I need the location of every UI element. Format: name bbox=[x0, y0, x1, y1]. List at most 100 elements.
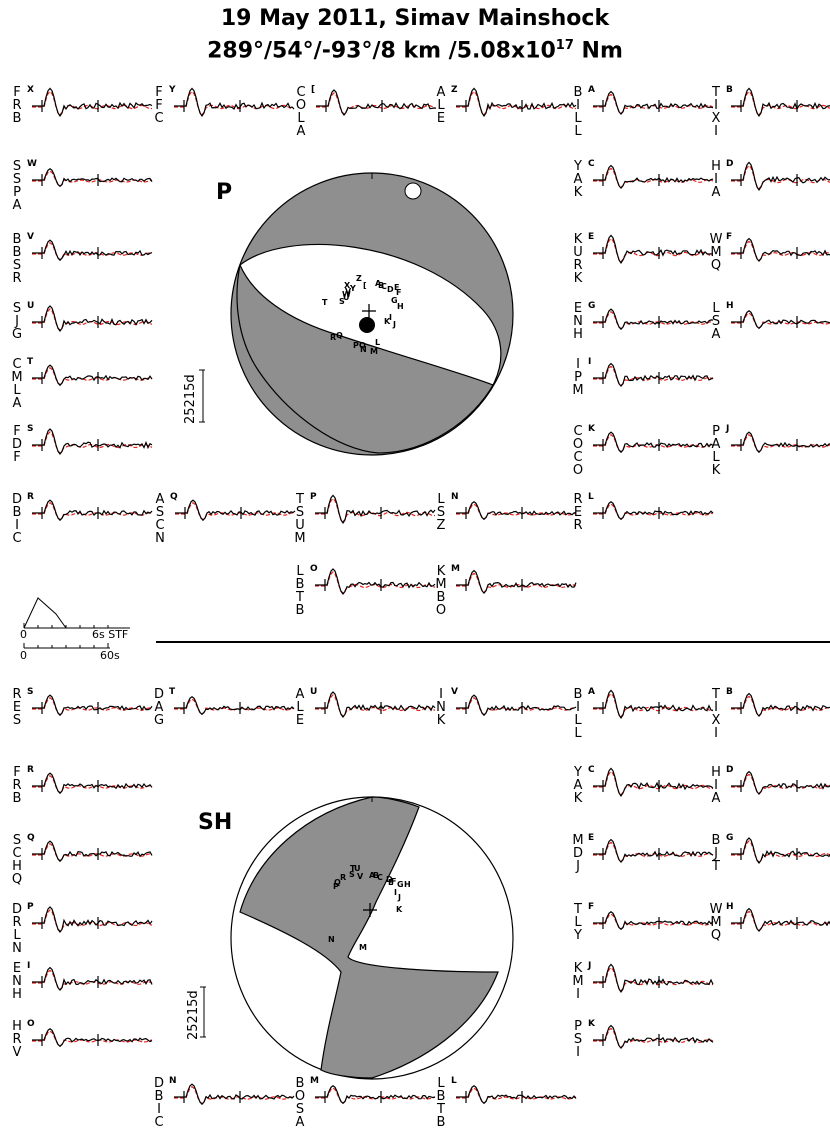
station-letter: K bbox=[588, 1019, 595, 1029]
station-code: F R B bbox=[12, 765, 22, 806]
observed-trace bbox=[32, 1028, 153, 1048]
waveform bbox=[32, 1028, 153, 1048]
synthetic-trace bbox=[174, 90, 295, 116]
sh-station-kmi: K M I J bbox=[571, 961, 721, 1034]
observed-trace bbox=[731, 310, 830, 330]
sphere-station-label: T bbox=[322, 298, 328, 307]
station-code: S J G bbox=[11, 301, 23, 342]
sphere-station-label: G bbox=[391, 296, 398, 305]
station-code: H I A bbox=[711, 765, 721, 806]
sphere-station-label: N bbox=[360, 345, 367, 354]
synthetic-trace bbox=[316, 92, 437, 115]
station-letter: H bbox=[726, 902, 734, 912]
waveform bbox=[174, 87, 295, 117]
sh-amplitude-scale-bar bbox=[200, 986, 206, 1038]
observed-trace bbox=[315, 494, 436, 524]
observed-trace bbox=[32, 906, 153, 933]
station-code: M D J bbox=[572, 833, 584, 874]
sphere-station-label: P bbox=[333, 882, 339, 891]
p-sh-divider bbox=[156, 641, 830, 643]
synthetic-trace bbox=[32, 242, 153, 261]
waveform bbox=[32, 694, 153, 717]
waveform bbox=[32, 305, 153, 332]
synthetic-trace bbox=[593, 913, 714, 930]
synthetic-trace bbox=[32, 431, 153, 454]
station-code: H I A bbox=[711, 159, 721, 200]
synthetic-trace bbox=[32, 1030, 153, 1047]
station-letter: F bbox=[588, 902, 595, 912]
observed-trace bbox=[32, 305, 153, 332]
waveform bbox=[593, 689, 714, 719]
station-letter: S bbox=[27, 687, 34, 697]
waveform bbox=[32, 966, 153, 992]
synthetic-trace bbox=[731, 312, 830, 329]
moment-unit: Nm bbox=[573, 38, 623, 64]
observed-trace bbox=[456, 569, 577, 595]
station-letter: V bbox=[27, 232, 34, 242]
sphere-station-label: X bbox=[344, 281, 351, 290]
station-letter: S bbox=[27, 424, 34, 434]
time-scale-end-label: 60s bbox=[100, 649, 120, 662]
station-letter: C bbox=[588, 765, 595, 775]
station-code: B O S A bbox=[294, 1076, 306, 1130]
observed-trace bbox=[593, 767, 714, 797]
waveform bbox=[32, 239, 153, 262]
synthetic-trace bbox=[32, 502, 153, 521]
observed-trace bbox=[731, 907, 830, 933]
source-time-function bbox=[23, 597, 130, 649]
station-letter: L bbox=[451, 1076, 457, 1086]
observed-trace bbox=[593, 963, 714, 993]
station-letter: I bbox=[27, 961, 31, 971]
station-code: I N K bbox=[436, 687, 446, 728]
waveform bbox=[315, 494, 436, 524]
waveform bbox=[593, 164, 714, 190]
waveform bbox=[731, 770, 830, 796]
observed-trace bbox=[593, 911, 714, 931]
waveform bbox=[32, 168, 153, 188]
synthetic-trace bbox=[456, 697, 577, 716]
synthetic-trace bbox=[593, 365, 714, 387]
synthetic-trace bbox=[32, 697, 153, 716]
observed-trace bbox=[32, 239, 153, 262]
observed-trace bbox=[731, 692, 830, 718]
mechanism-text: 289°/54°/-93°/8 km /5.08x10 bbox=[207, 38, 556, 64]
sphere-station-label: F bbox=[396, 288, 401, 297]
observed-trace bbox=[456, 501, 577, 521]
sphere-station-label: H bbox=[404, 880, 411, 889]
station-code: D B I C bbox=[153, 1076, 164, 1130]
station-code: S S P A bbox=[12, 159, 22, 213]
station-letter: W bbox=[27, 159, 37, 169]
station-code: S C H Q bbox=[11, 833, 23, 887]
station-code: L B T B bbox=[295, 564, 305, 618]
station-letter: N bbox=[169, 1076, 177, 1086]
synthetic-trace bbox=[315, 497, 436, 523]
waveform bbox=[731, 837, 830, 864]
p-amplitude-scale-bar bbox=[199, 369, 205, 423]
figure-title: 19 May 2011, Simav Mainshock bbox=[220, 6, 610, 31]
synthetic-trace bbox=[593, 841, 714, 863]
sphere-station-label: C bbox=[377, 873, 383, 882]
station-letter: Q bbox=[170, 492, 178, 502]
waveform bbox=[731, 692, 830, 718]
station-letter: U bbox=[27, 301, 35, 311]
sphere-station-label: Y bbox=[349, 284, 356, 293]
waveform bbox=[32, 87, 153, 117]
station-letter: O bbox=[27, 1019, 35, 1029]
synthetic-trace bbox=[731, 695, 830, 717]
station-code: W M Q bbox=[709, 232, 723, 273]
